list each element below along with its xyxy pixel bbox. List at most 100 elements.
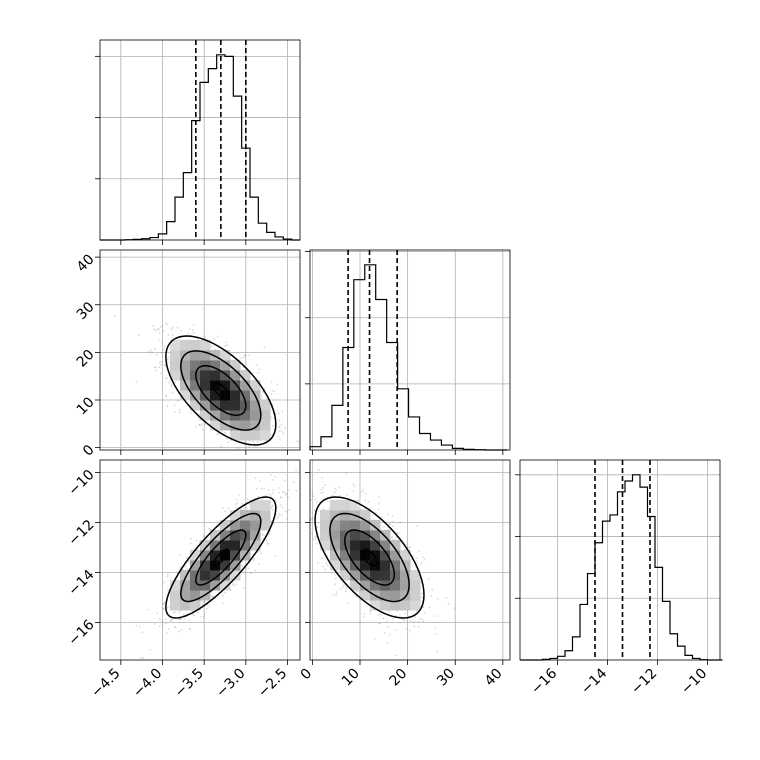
- scatter-point: [272, 492, 274, 495]
- scatter-point: [313, 509, 316, 511]
- scatter-point: [235, 583, 238, 586]
- scatter-point: [163, 348, 166, 351]
- scatter-point: [339, 588, 342, 590]
- scatter-point: [166, 575, 169, 578]
- scatter-point: [255, 487, 258, 490]
- scatter-point: [227, 441, 229, 444]
- scatter-point: [260, 552, 263, 555]
- scatter-point: [278, 419, 281, 422]
- density-cell: [230, 390, 241, 401]
- panel-body: [100, 460, 300, 660]
- scatter-point: [283, 479, 286, 482]
- scatter-point: [161, 620, 163, 623]
- density-cell: [220, 390, 231, 401]
- density-cell: [220, 550, 231, 561]
- scatter-point: [158, 618, 161, 620]
- x-tick-label: 40: [482, 666, 506, 690]
- scatter-point: [331, 495, 334, 497]
- scatter-point: [174, 625, 177, 628]
- density-cell: [350, 540, 361, 551]
- scatter-point: [171, 334, 174, 336]
- scatter-point: [421, 618, 424, 621]
- scatter-point: [282, 491, 285, 494]
- density-cell: [200, 340, 211, 351]
- scatter-point: [271, 505, 273, 508]
- scatter-point: [278, 439, 281, 441]
- scatter-point: [272, 489, 275, 492]
- density-cell: [220, 520, 231, 531]
- scatter-point: [178, 630, 180, 633]
- scatter-point: [321, 557, 324, 560]
- scatter-point: [453, 607, 456, 609]
- scatter-point: [362, 615, 365, 618]
- density-cell: [190, 340, 201, 351]
- scatter-point: [256, 440, 259, 443]
- density-cell: [360, 560, 371, 571]
- scatter-point: [280, 423, 283, 426]
- density-cell: [230, 540, 241, 551]
- scatter-point: [242, 356, 245, 359]
- scatter-point: [221, 430, 223, 433]
- y-tick-label: 30: [74, 299, 98, 323]
- density-cell: [250, 510, 261, 521]
- scatter-point: [419, 617, 421, 620]
- panel-frame: [99, 459, 301, 661]
- scatter-point: [208, 605, 211, 608]
- scatter-point: [277, 435, 280, 438]
- density-cell: [220, 380, 231, 391]
- x-tick-label: −3.5: [172, 666, 207, 701]
- scatter-point: [198, 423, 201, 426]
- scatter-point: [287, 496, 289, 499]
- density-cell: [210, 350, 221, 361]
- scatter-point: [387, 513, 390, 516]
- scatter-point: [404, 628, 407, 630]
- density-cell: [400, 570, 411, 581]
- scatter-point: [201, 603, 204, 606]
- scatter-point: [150, 351, 153, 354]
- x-tick-label: 10: [339, 666, 363, 690]
- density-cell: [240, 420, 251, 431]
- scatter-point: [153, 348, 156, 350]
- scatter-point: [341, 581, 344, 584]
- scatter-point: [330, 572, 333, 574]
- scatter-point: [320, 492, 322, 495]
- scatter-point: [195, 539, 198, 542]
- scatter-point: [396, 532, 399, 535]
- density-cell: [220, 560, 231, 571]
- density-cell: [170, 340, 181, 351]
- density-cell: [340, 570, 351, 581]
- scatter-point: [178, 611, 180, 614]
- scatter-point: [153, 328, 155, 331]
- density-cell: [360, 510, 371, 521]
- scatter-point: [236, 502, 239, 504]
- density-cell: [360, 580, 371, 591]
- density-cell: [220, 540, 231, 551]
- scatter-point: [176, 326, 179, 329]
- grid: [310, 250, 510, 450]
- density-cell: [250, 530, 261, 541]
- density-cell: [260, 520, 271, 531]
- scatter-point: [275, 525, 277, 527]
- scatter-point: [312, 495, 315, 498]
- scatter-point: [310, 518, 312, 520]
- density-cell: [370, 520, 381, 531]
- density-cell: [200, 410, 211, 421]
- scatter-point: [203, 613, 206, 616]
- scatter-point: [240, 508, 242, 511]
- density-cell: [200, 540, 211, 551]
- scatter-point: [278, 426, 281, 428]
- scatter-point: [203, 535, 206, 538]
- scatter-point: [288, 509, 290, 511]
- scatter-point: [263, 487, 265, 490]
- density-cell: [380, 530, 391, 541]
- scatter-point: [210, 345, 213, 348]
- scatter-point: [173, 626, 176, 629]
- scatter-point: [272, 425, 274, 427]
- scatter-point: [311, 532, 313, 535]
- scatter-point: [288, 489, 291, 492]
- scatter-point: [242, 587, 245, 589]
- scatter-point: [243, 354, 246, 357]
- scatter-point: [304, 509, 306, 511]
- scatter-point: [275, 517, 278, 520]
- scatter-point: [379, 613, 382, 616]
